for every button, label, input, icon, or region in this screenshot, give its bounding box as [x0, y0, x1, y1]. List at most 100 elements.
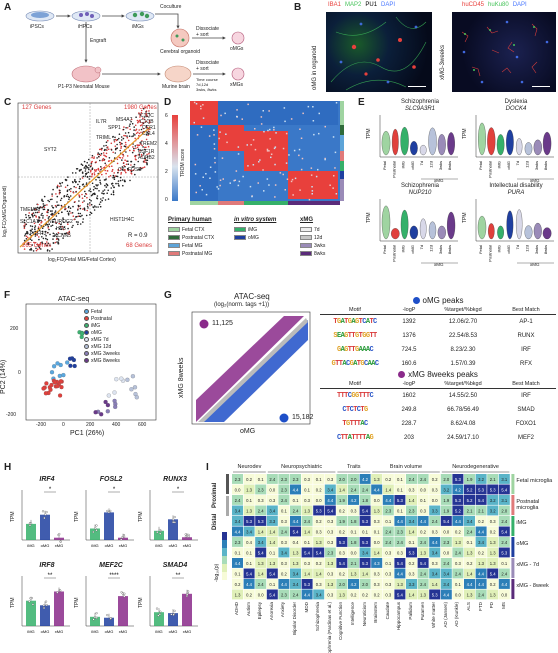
- g-cell-match: SMAD: [517, 407, 535, 413]
- trom-heatmap: [190, 101, 344, 205]
- trom-cell: [285, 132, 288, 135]
- i-cell-value: 5.4: [327, 508, 333, 513]
- violin-xlabel: 8wks: [447, 161, 452, 170]
- i-cell-value: 3.4: [293, 582, 299, 587]
- i-cell-value: 2.4: [467, 529, 473, 534]
- c-gene-point: [113, 178, 116, 180]
- i-cell-value: 2.4: [420, 477, 426, 482]
- i-cell: [371, 558, 383, 568]
- i-cell-value: 3.3: [269, 519, 275, 524]
- panel-f: F ATAC-seq Fetal Postnatal iMG oMG xMG 7d xMG…: [0, 290, 160, 450]
- bar: [168, 613, 178, 626]
- c-gene-point: [131, 151, 134, 154]
- i-cell: [348, 568, 359, 579]
- c-gene-point: [90, 200, 92, 202]
- c-gene-point: [102, 193, 105, 195]
- c-gene-point: [77, 215, 79, 218]
- c-gene-point: [82, 221, 84, 223]
- i-cell: [417, 579, 429, 589]
- c-gene-point: [112, 185, 114, 187]
- trom-cell: [282, 173, 284, 176]
- bar-point: [187, 533, 190, 536]
- c-gene-point: [75, 172, 77, 174]
- i-cell: [394, 474, 406, 484]
- bar-point: [42, 606, 46, 610]
- trom-cell: [311, 193, 313, 195]
- c-gene-point: [47, 231, 49, 234]
- trom-cell: [282, 147, 285, 150]
- c-gene-point: [121, 142, 123, 145]
- f-legend-text: iMG: [91, 322, 101, 329]
- c-gene-point: [46, 250, 49, 252]
- bar-point: [30, 597, 33, 600]
- i-row-label: xMG - 8week: [516, 583, 549, 589]
- trom-cell: [225, 133, 227, 135]
- trom-cell: [266, 148, 269, 151]
- c-gene-point: [110, 149, 113, 151]
- bar-point: [109, 617, 112, 620]
- f-legend-item: xMG 8weeks: [84, 357, 120, 364]
- c-gene-point: [38, 238, 40, 241]
- violin-8wks: [447, 211, 456, 240]
- c-gene-point: [98, 153, 101, 156]
- c-gene-point: [138, 150, 141, 152]
- omg-peaks-title: oMG peaks: [422, 296, 464, 305]
- c-gene-point: [33, 222, 36, 225]
- c-gene-point: [52, 232, 55, 235]
- bar: [182, 537, 192, 540]
- i-cell-value: 5.3: [455, 477, 461, 482]
- trom-cell: [324, 157, 326, 160]
- c-gene-point: [121, 166, 124, 168]
- c-gene-point: [61, 181, 64, 184]
- c-gene-point: [78, 200, 80, 202]
- c-gene-point: [119, 157, 122, 159]
- i-cell: [348, 526, 359, 537]
- c-gene-point: [67, 232, 69, 234]
- g-cell-ratio: 1.57/0.39: [450, 361, 476, 367]
- c-gene-point: [53, 218, 55, 221]
- legend-text: 7d: [314, 226, 320, 233]
- i-cell-value: 2.0: [339, 582, 345, 587]
- c-gene-point: [110, 193, 113, 196]
- i-cell: [278, 589, 290, 600]
- i-cell: [440, 505, 452, 516]
- i-cell: [475, 537, 487, 547]
- c-gene-point: [100, 152, 103, 155]
- i-cell-value: 0.1: [316, 477, 322, 482]
- i-cell: [348, 579, 359, 589]
- trom-scale-bar: [172, 115, 178, 201]
- trom-cell: [315, 175, 318, 178]
- i-cell-value: 2.1: [467, 508, 473, 513]
- c-gene-point: [57, 231, 60, 234]
- i-cell-value: 2.1: [490, 477, 496, 482]
- c-gene-point: [110, 159, 113, 162]
- i-cell-value: 0.3: [327, 529, 333, 534]
- f-xtick-0: 0: [62, 422, 65, 428]
- i-cell: [429, 516, 441, 526]
- i-cell: [290, 516, 301, 526]
- legend-text: Postnatal CTX: [182, 234, 215, 241]
- c-gene-point: [77, 209, 79, 211]
- bar-point: [106, 614, 109, 617]
- c-gene-point: [68, 233, 70, 236]
- c-gene-point: [62, 228, 65, 231]
- i-cell: [382, 526, 394, 537]
- trom-cell: [268, 150, 270, 152]
- c-gene-point: [135, 132, 138, 135]
- c-gene-point: [138, 120, 140, 123]
- c-gene-point: [47, 208, 49, 211]
- i-cell: [394, 547, 406, 558]
- c-gene-point: [130, 120, 132, 123]
- c-gene-point: [28, 212, 31, 214]
- i-cell-value: 4.4: [397, 571, 403, 576]
- i-row-label: Postnatal microglia: [516, 499, 540, 511]
- legend-h-primary: Primary human: [168, 217, 212, 223]
- c-gene-point: [66, 221, 69, 224]
- pca-point-postnatal: [55, 383, 60, 389]
- c-gene-point: [65, 179, 67, 182]
- c-gene-point: [39, 206, 42, 208]
- i-cell: [243, 547, 255, 558]
- c-gene-point: [112, 193, 115, 196]
- i-cell: [464, 547, 475, 558]
- c-gene-point: [141, 124, 143, 126]
